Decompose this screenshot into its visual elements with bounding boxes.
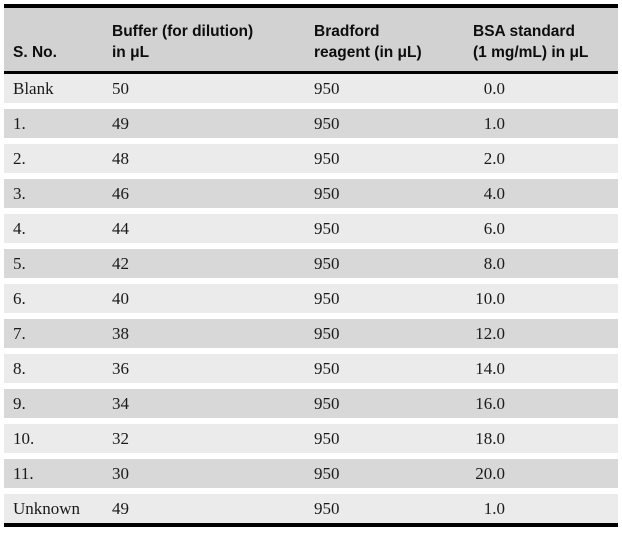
cell-buffer: 49 bbox=[112, 113, 129, 133]
cell-buffer: 34 bbox=[112, 393, 129, 413]
cell-bsa: 0.0 bbox=[473, 79, 618, 99]
cell-bradford: 950 bbox=[314, 148, 340, 168]
cell-bradford: 950 bbox=[314, 253, 340, 273]
cell-bradford: 950 bbox=[314, 218, 340, 238]
header-buffer-line2: in μL bbox=[112, 44, 150, 61]
bradford-dilution-table: S. No. Buffer (for dilution) in μL Bradf… bbox=[4, 4, 618, 527]
cell-buffer: 38 bbox=[112, 323, 129, 343]
table-row: 11. 30 950 20.0 bbox=[4, 459, 618, 488]
cell-buffer: 46 bbox=[112, 183, 129, 203]
cell-buffer: 40 bbox=[112, 288, 129, 308]
table-row: 6. 40 950 10.0 bbox=[4, 284, 618, 313]
cell-bsa: 12.0 bbox=[473, 324, 618, 344]
cell-bsa: 18.0 bbox=[473, 429, 618, 449]
cell-buffer: 44 bbox=[112, 218, 129, 238]
header-cell-sno: S. No. bbox=[4, 42, 112, 63]
cell-bsa: 1.0 bbox=[473, 114, 618, 134]
header-bsa-line2: (1 mg/mL) in μL bbox=[473, 44, 589, 61]
cell-bradford: 950 bbox=[314, 78, 340, 98]
header-buffer-line1: Buffer (for dilution) bbox=[112, 23, 254, 40]
cell-sno: 11. bbox=[13, 463, 34, 483]
cell-buffer: 50 bbox=[112, 78, 129, 98]
header-divider-rule bbox=[4, 71, 618, 74]
table-bottom-rule bbox=[4, 523, 618, 527]
cell-bradford: 950 bbox=[314, 428, 340, 448]
cell-bsa: 20.0 bbox=[473, 464, 618, 484]
cell-bradford: 950 bbox=[314, 323, 340, 343]
cell-bsa-value: 14.0 bbox=[475, 358, 505, 378]
cell-buffer: 49 bbox=[112, 498, 129, 518]
cell-bradford: 950 bbox=[314, 183, 340, 203]
table-row: Blank 50 950 0.0 bbox=[4, 74, 618, 103]
cell-sno: 8. bbox=[13, 358, 26, 378]
table-row: 2. 48 950 2.0 bbox=[4, 144, 618, 173]
table-row: 1. 49 950 1.0 bbox=[4, 109, 618, 138]
cell-bsa-value: 1.0 bbox=[483, 498, 505, 518]
cell-bradford: 950 bbox=[314, 113, 340, 133]
table-top-rule bbox=[4, 4, 618, 8]
table-header-row: S. No. Buffer (for dilution) in μL Bradf… bbox=[4, 8, 618, 71]
table-row: 5. 42 950 8.0 bbox=[4, 249, 618, 278]
header-sno-line1: S. No. bbox=[13, 44, 57, 61]
cell-sno: 3. bbox=[13, 183, 26, 203]
cell-buffer: 36 bbox=[112, 358, 129, 378]
header-cell-buffer: Buffer (for dilution) in μL bbox=[112, 21, 314, 63]
cell-sno: 4. bbox=[13, 218, 26, 238]
cell-bsa-value: 6.0 bbox=[483, 218, 505, 238]
cell-bradford: 950 bbox=[314, 288, 340, 308]
header-bradford-line1: Bradford bbox=[314, 23, 380, 40]
cell-sno: 1. bbox=[13, 113, 26, 133]
cell-bradford: 950 bbox=[314, 498, 340, 518]
table-row: 3. 46 950 4.0 bbox=[4, 179, 618, 208]
cell-bsa-value: 16.0 bbox=[475, 393, 505, 413]
cell-bsa: 16.0 bbox=[473, 394, 618, 414]
cell-bsa-value: 2.0 bbox=[483, 148, 505, 168]
table-row: 8. 36 950 14.0 bbox=[4, 354, 618, 383]
cell-bsa: 10.0 bbox=[473, 289, 618, 309]
table-body: Blank 50 950 0.0 1. 49 950 1.0 2. 48 950… bbox=[4, 74, 618, 523]
cell-bsa: 2.0 bbox=[473, 149, 618, 169]
header-bsa-line1: BSA standard bbox=[473, 23, 575, 40]
cell-bradford: 950 bbox=[314, 358, 340, 378]
table-row: Unknown 49 950 1.0 bbox=[4, 494, 618, 523]
cell-bsa-value: 12.0 bbox=[475, 323, 505, 343]
header-cell-bsa: BSA standard (1 mg/mL) in μL bbox=[473, 21, 618, 63]
cell-bsa: 14.0 bbox=[473, 359, 618, 379]
cell-bsa: 1.0 bbox=[473, 499, 618, 519]
cell-sno: 9. bbox=[13, 393, 26, 413]
cell-bsa-value: 8.0 bbox=[483, 253, 505, 273]
cell-bradford: 950 bbox=[314, 463, 340, 483]
header-bradford-line2: reagent (in μL) bbox=[314, 44, 422, 61]
cell-sno: 5. bbox=[13, 253, 26, 273]
cell-buffer: 42 bbox=[112, 253, 129, 273]
cell-bsa-value: 18.0 bbox=[475, 428, 505, 448]
cell-sno: Blank bbox=[13, 78, 54, 98]
table-row: 4. 44 950 6.0 bbox=[4, 214, 618, 243]
cell-buffer: 32 bbox=[112, 428, 129, 448]
cell-bsa-value: 10.0 bbox=[475, 288, 505, 308]
cell-sno: 10. bbox=[13, 428, 35, 448]
cell-bsa: 4.0 bbox=[473, 184, 618, 204]
table-row: 10. 32 950 18.0 bbox=[4, 424, 618, 453]
table-row: 9. 34 950 16.0 bbox=[4, 389, 618, 418]
cell-bsa: 8.0 bbox=[473, 254, 618, 274]
cell-buffer: 48 bbox=[112, 148, 129, 168]
cell-buffer: 30 bbox=[112, 463, 129, 483]
cell-bsa-value: 1.0 bbox=[483, 113, 505, 133]
cell-sno: 7. bbox=[13, 323, 26, 343]
cell-bsa-value: 20.0 bbox=[475, 463, 505, 483]
cell-sno: 2. bbox=[13, 148, 26, 168]
cell-bsa: 6.0 bbox=[473, 219, 618, 239]
header-cell-bradford: Bradford reagent (in μL) bbox=[314, 21, 473, 63]
cell-sno: 6. bbox=[13, 288, 26, 308]
cell-bsa-value: 4.0 bbox=[483, 183, 505, 203]
cell-bradford: 950 bbox=[314, 393, 340, 413]
table-row: 7. 38 950 12.0 bbox=[4, 319, 618, 348]
cell-sno: Unknown bbox=[13, 498, 81, 518]
cell-bsa-value: 0.0 bbox=[483, 78, 505, 98]
